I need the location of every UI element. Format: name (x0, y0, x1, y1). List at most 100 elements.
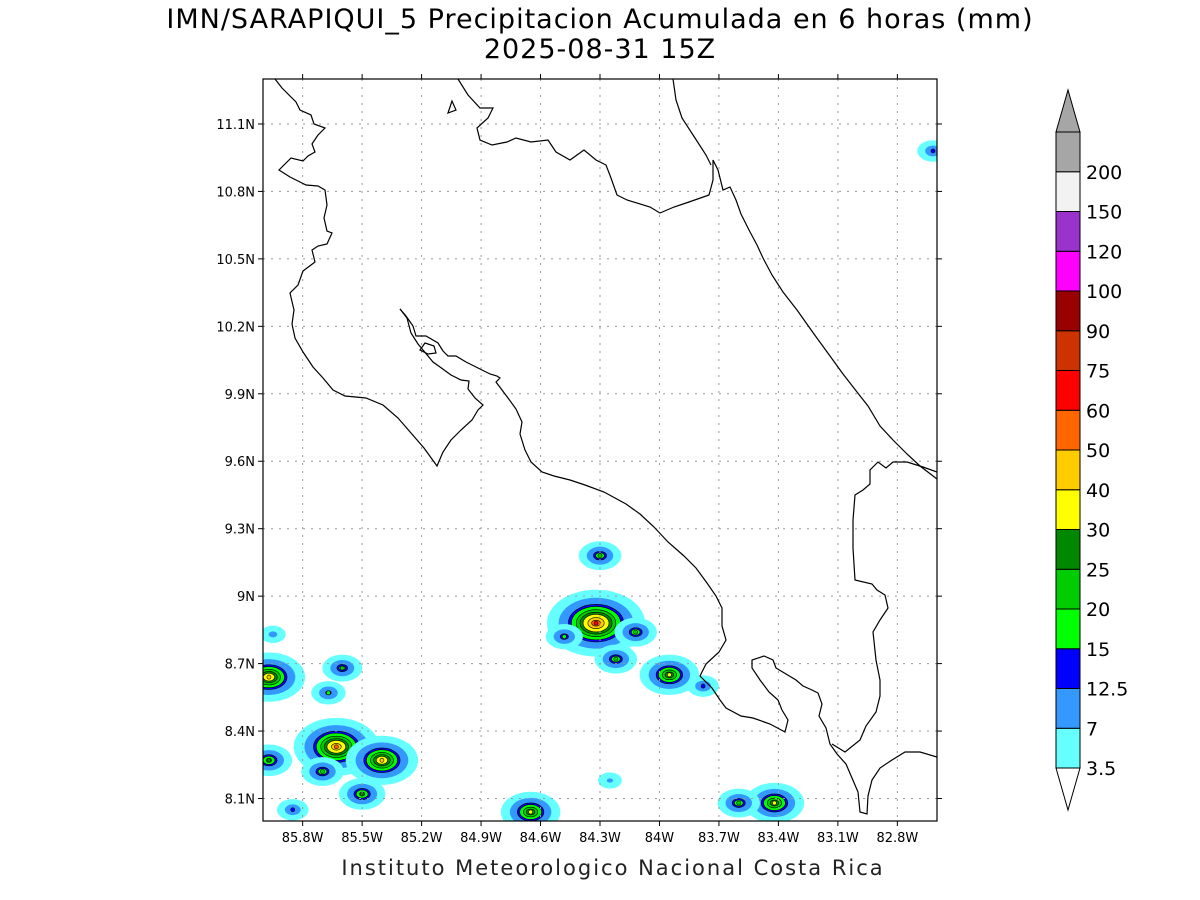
coastline-nicaragua-top (672, 79, 712, 166)
lat-tick-label: 10.5N (216, 253, 255, 268)
lat-tick-label: 9.3N (225, 523, 255, 538)
coastline (274, 79, 937, 815)
lat-tick-label: 11.1N (216, 118, 255, 133)
colorbar-label: 25 (1086, 559, 1110, 581)
precip-cell (687, 675, 719, 697)
precip-cell (263, 625, 286, 644)
lon-tick-label: 85.2W (401, 831, 443, 846)
colorbar-label: 120 (1086, 241, 1122, 263)
colorbar-label: 3.5 (1086, 758, 1116, 780)
precip-contour (700, 683, 706, 689)
precip-cell (311, 681, 346, 705)
colorbar-segment (1055, 688, 1081, 729)
colorbar-segment (1055, 449, 1081, 491)
precip-cell (594, 644, 638, 674)
precip-contour (561, 634, 567, 639)
precip-contour (736, 800, 742, 806)
precip-cell (545, 624, 583, 650)
lon-tick-label: 84.9W (460, 831, 502, 846)
colorbar-segment (1055, 290, 1081, 332)
precip-cell (301, 757, 344, 786)
precip-contour (593, 620, 599, 626)
colorbar-label: 30 (1086, 520, 1110, 542)
precip-contour (326, 690, 331, 696)
precip-cell (639, 654, 700, 696)
colorbar-label: 50 (1086, 440, 1110, 462)
lat-tick-label: 8.4N (225, 725, 255, 740)
lon-tick-label: 84W (645, 831, 675, 846)
precip-contour (528, 809, 533, 815)
graticule (263, 79, 937, 821)
lon-tick-label: 83.4W (758, 831, 800, 846)
lat-tick-label: 9.9N (225, 388, 255, 403)
colorbar-segment (1055, 211, 1081, 252)
precip-field (263, 140, 937, 821)
precip-cell (263, 744, 293, 777)
coastline-caribbean (457, 79, 937, 480)
precip-cell (500, 791, 561, 821)
colorbar-over-triangle (1055, 88, 1081, 133)
colorbar-under-triangle (1055, 767, 1081, 812)
precip-cell (546, 589, 646, 657)
lon-tick-label: 83.1W (817, 831, 859, 846)
precip-cell (322, 654, 363, 682)
precip-contour (667, 672, 672, 678)
map-frame (262, 78, 938, 822)
colorbar-label: 100 (1086, 281, 1122, 303)
precip-contour (930, 148, 936, 154)
precip-contour (334, 744, 339, 750)
colorbar-segment (1055, 568, 1081, 610)
precip-cell (917, 140, 937, 162)
axis-ticks: 8.1N 8.4N 8.7N 9N 9.3N 9.6N 9.9N 10.2N 10.5N 10.8… (216, 74, 942, 846)
colorbar-label: 75 (1086, 361, 1110, 383)
colorbar-label: 90 (1086, 321, 1110, 343)
lon-tick-label: 85.5W (341, 831, 383, 846)
colorbar-label: 7 (1086, 718, 1098, 740)
precip-contour (266, 757, 272, 763)
lat-tick-label: 10.8N (216, 185, 255, 200)
precip-contour (379, 757, 385, 763)
precip-cell (276, 799, 309, 821)
colorbar-segment (1055, 370, 1081, 411)
lon-tick-label: 85.8W (282, 831, 324, 846)
colorbar-segment (1055, 648, 1081, 689)
colorbar-segment (1055, 489, 1081, 530)
map-timestamp: 2025-08-31 15Z (483, 34, 717, 65)
precip-cell (614, 617, 657, 647)
lon-tick-label: 84.6W (520, 831, 562, 846)
colorbar-label: 150 (1086, 202, 1122, 224)
footer-credit: Instituto Meteorologico Nacional Costa R… (341, 856, 885, 880)
colorbar-label: 20 (1086, 599, 1110, 621)
precip-cell (578, 541, 622, 571)
colorbar-label: 40 (1086, 480, 1110, 502)
colorbar-segment (1055, 409, 1081, 451)
precip-contour (266, 674, 272, 680)
lat-tick-label: 9.6N (225, 455, 255, 470)
map-title: IMN/SARAPIQUI_5 Precipitacion Acumulada … (166, 4, 1034, 35)
precip-cell (597, 772, 622, 789)
colorbar: 3.5 7 12.5 15 20 25 30 40 50 60 75 90 100 120 150 200 (1055, 88, 1128, 812)
lon-tick-label: 82.8W (876, 831, 918, 846)
lat-tick-label: 8.7N (225, 658, 255, 673)
colorbar-label: 15 (1086, 639, 1110, 661)
lat-tick-label: 10.2N (216, 320, 255, 335)
coastline-northwest (274, 79, 484, 468)
precip-contour (320, 769, 325, 774)
precip-contour (606, 778, 614, 783)
colorbar-segment (1055, 171, 1081, 212)
precip-cell (263, 652, 306, 702)
precip-contour (290, 807, 296, 813)
precip-contour (633, 629, 638, 635)
lake-arenal-outline (419, 342, 437, 355)
colorbar-segment (1055, 529, 1081, 570)
colorbar-label: 60 (1086, 400, 1110, 422)
precip-cell (338, 778, 386, 810)
precip-contour (597, 553, 603, 558)
coastline-panama (831, 461, 937, 753)
precip-contour (772, 800, 777, 806)
precip-cell (744, 782, 805, 821)
precip-cell (345, 735, 419, 785)
lake-outline (447, 99, 457, 115)
colorbar-segment (1055, 608, 1081, 650)
